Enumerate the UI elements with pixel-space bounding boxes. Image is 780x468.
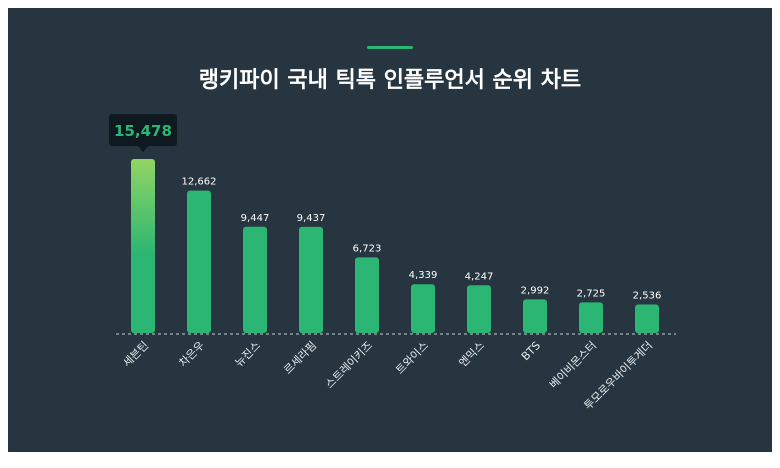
bar-5[interactable] (411, 284, 435, 333)
value-label: 2,725 (577, 288, 606, 299)
category-label: 트와이스 (393, 339, 431, 377)
bar-3[interactable] (299, 226, 323, 333)
bar-9[interactable] (635, 304, 659, 333)
category-label: 베이비몬스터 (547, 339, 599, 391)
bar-1[interactable] (187, 190, 211, 333)
title-accent-line (367, 46, 413, 49)
value-label: 4,247 (465, 271, 494, 282)
category-label: 엔믹스 (456, 339, 487, 370)
value-label: 12,662 (182, 177, 217, 188)
bar-7[interactable] (523, 299, 547, 333)
value-label: 15,478 (114, 122, 172, 140)
category-label: 세븐틴 (120, 339, 151, 370)
bar-0[interactable] (131, 159, 155, 333)
value-tooltip (109, 114, 177, 146)
bar-6[interactable] (467, 285, 491, 333)
value-label: 2,992 (521, 285, 550, 296)
value-label: 4,339 (409, 270, 438, 281)
bar-2[interactable] (243, 226, 267, 333)
category-label: 뉴진스 (232, 339, 263, 370)
chart-title: 랭키파이 국내 틱톡 인플루언서 순위 차트 (198, 68, 582, 93)
category-label: 르세라핌 (281, 339, 319, 377)
value-label: 6,723 (353, 243, 382, 254)
category-label: 차은우 (176, 339, 207, 370)
value-label: 9,447 (241, 213, 270, 224)
bar-8[interactable] (579, 302, 603, 333)
bar-4[interactable] (355, 257, 379, 333)
value-label: 2,536 (633, 290, 662, 301)
tooltip-pointer (138, 146, 148, 152)
value-label: 9,437 (297, 213, 326, 224)
category-label: 스트레이키즈 (323, 339, 375, 391)
category-label: BTS (519, 339, 543, 363)
